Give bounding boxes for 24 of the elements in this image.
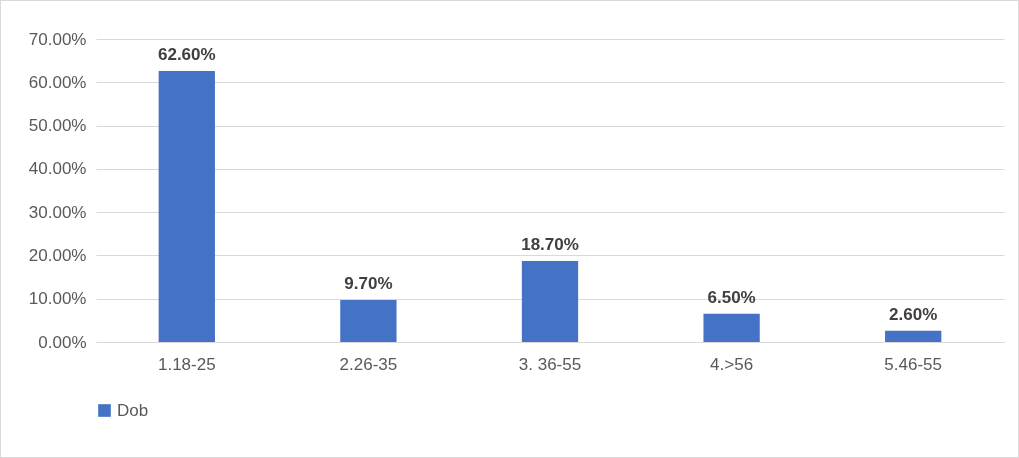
x-tick-label: 3. 36-55 (518, 354, 582, 374)
y-tick-label: 50.00% (28, 116, 87, 136)
data-label: 6.50% (707, 287, 756, 307)
y-tick-label: 10.00% (28, 289, 87, 309)
x-tick-label: 2.26-35 (339, 354, 398, 374)
bar (885, 330, 942, 342)
data-label: 2.60% (889, 304, 938, 324)
x-tick-label: 5.46-55 (884, 354, 943, 374)
y-tick-label: 20.00% (28, 245, 87, 265)
x-tick-label: 1.18-25 (157, 354, 216, 374)
y-tick-label: 30.00% (28, 202, 87, 222)
y-tick-label: 70.00% (28, 29, 87, 49)
data-label: 18.70% (521, 235, 579, 255)
legend-label: Dob (117, 400, 149, 420)
bar (703, 313, 760, 342)
y-tick-label: 0.00% (38, 332, 87, 352)
y-tick-label: 60.00% (28, 72, 87, 92)
data-label: 9.70% (344, 274, 393, 294)
data-label: 62.60% (157, 45, 216, 65)
bar (158, 71, 215, 342)
y-tick-label: 40.00% (28, 159, 87, 179)
bar (521, 261, 579, 342)
bar (340, 300, 397, 342)
x-tick-label: 4.>56 (710, 354, 754, 374)
